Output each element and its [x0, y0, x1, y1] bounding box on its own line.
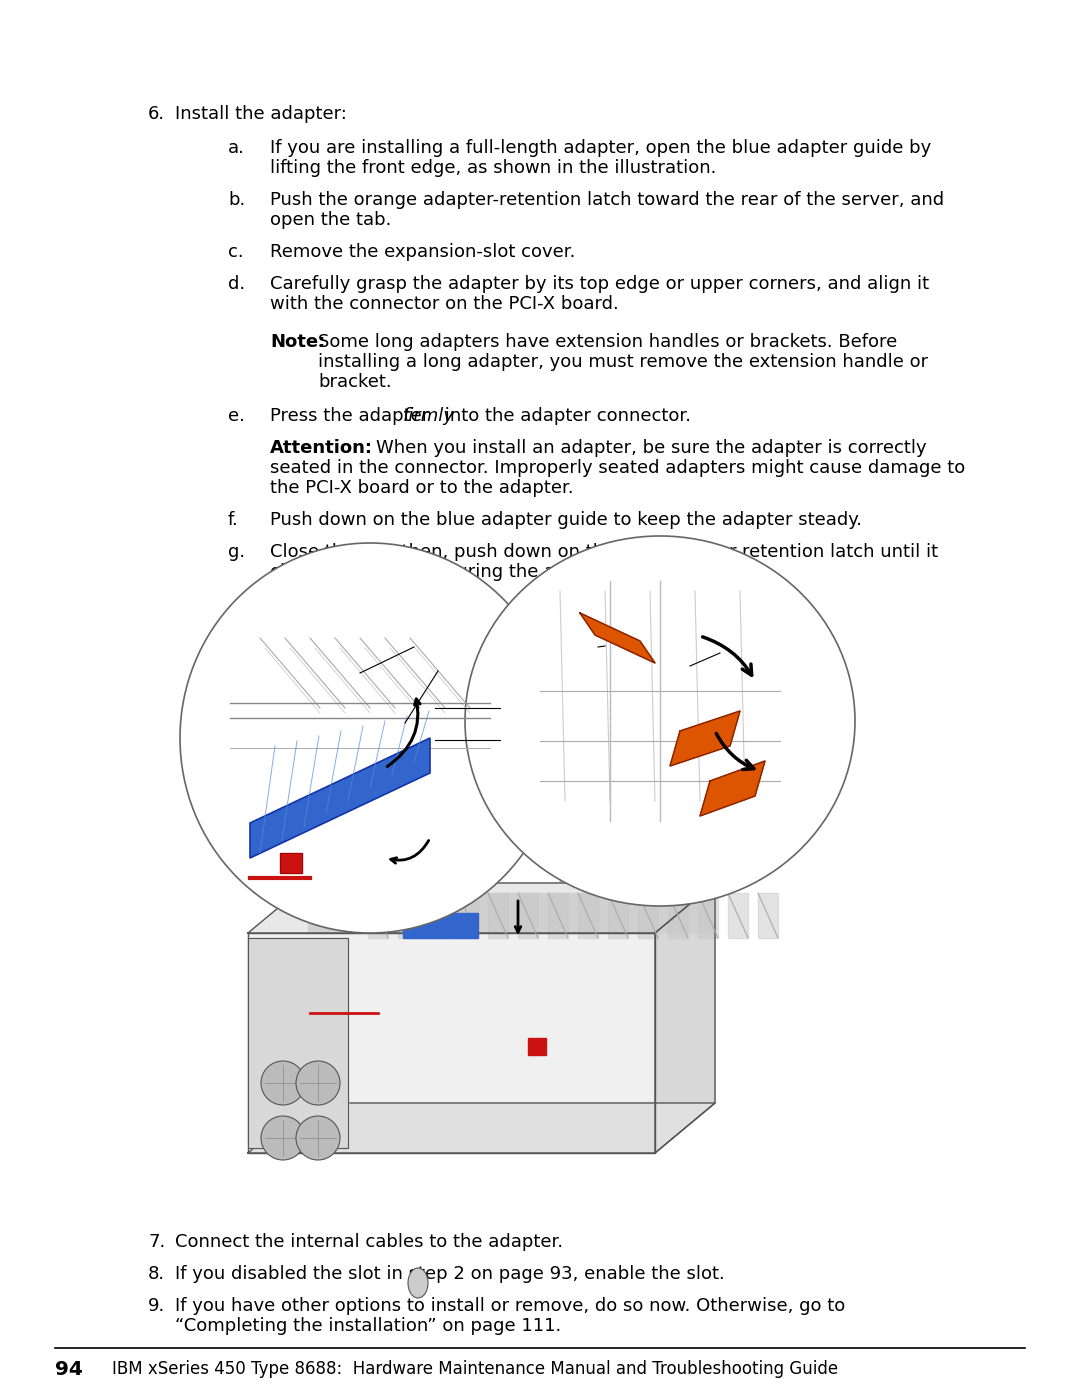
Text: Press the adapter: Press the adapter	[270, 407, 435, 425]
Polygon shape	[248, 1104, 715, 1153]
Polygon shape	[399, 893, 418, 937]
Text: Attention
LED: Attention LED	[502, 701, 576, 733]
Circle shape	[296, 1116, 340, 1160]
Text: seated in the connector. Improperly seated adapters might cause damage to: seated in the connector. Improperly seat…	[270, 460, 966, 476]
Text: open the tab.: open the tab.	[270, 211, 391, 229]
Polygon shape	[728, 893, 748, 937]
Text: Push down on the blue adapter guide to keep the adapter steady.: Push down on the blue adapter guide to k…	[270, 511, 862, 529]
Text: Power
LED: Power LED	[502, 733, 551, 766]
Polygon shape	[248, 933, 654, 1153]
Text: with the connector on the PCI-X board.: with the connector on the PCI-X board.	[270, 295, 619, 313]
Text: lifting the front edge, as shown in the illustration.: lifting the front edge, as shown in the …	[270, 159, 716, 177]
Text: f.: f.	[228, 511, 239, 529]
Text: If you have other options to install or remove, do so now. Otherwise, go to: If you have other options to install or …	[175, 1296, 846, 1315]
Text: 94: 94	[55, 1361, 83, 1379]
Polygon shape	[403, 914, 478, 937]
Text: Attention:: Attention:	[270, 439, 373, 457]
Text: 6.: 6.	[148, 105, 165, 123]
Polygon shape	[280, 854, 302, 873]
Text: When you install an adapter, be sure the adapter is correctly: When you install an adapter, be sure the…	[353, 439, 927, 457]
Text: Some long adapters have extension handles or brackets. Before: Some long adapters have extension handle…	[318, 332, 897, 351]
Polygon shape	[698, 893, 718, 937]
Ellipse shape	[465, 536, 855, 907]
Ellipse shape	[180, 543, 561, 933]
Circle shape	[261, 1060, 305, 1105]
Polygon shape	[368, 893, 388, 937]
Text: installing a long adapter, you must remove the extension handle or: installing a long adapter, you must remo…	[318, 353, 928, 372]
Circle shape	[261, 1116, 305, 1160]
Text: clicks into place, securing the adapter.: clicks into place, securing the adapter.	[270, 563, 619, 581]
Circle shape	[296, 1060, 340, 1105]
Polygon shape	[758, 893, 778, 937]
Text: Close the tab; then, push down on the blue adapter-retention latch until it: Close the tab; then, push down on the bl…	[270, 543, 939, 562]
Polygon shape	[700, 761, 765, 816]
Polygon shape	[248, 883, 715, 933]
Ellipse shape	[408, 1268, 428, 1298]
Polygon shape	[580, 613, 654, 664]
Polygon shape	[518, 893, 538, 937]
Text: g.: g.	[228, 543, 245, 562]
Polygon shape	[578, 893, 598, 937]
Text: d.: d.	[228, 275, 245, 293]
Text: e.: e.	[228, 407, 245, 425]
Polygon shape	[308, 893, 715, 933]
Text: If you are installing a full-length adapter, open the blue adapter guide by: If you are installing a full-length adap…	[270, 138, 931, 156]
Polygon shape	[528, 1038, 546, 1055]
Polygon shape	[458, 893, 478, 937]
Text: Push the orange adapter-retention latch toward the rear of the server, and: Push the orange adapter-retention latch …	[270, 191, 944, 210]
Text: Carefully grasp the adapter by its top edge or upper corners, and align it: Carefully grasp the adapter by its top e…	[270, 275, 929, 293]
Text: b.: b.	[228, 191, 245, 210]
Text: If you disabled the slot in step 2 on page 93, enable the slot.: If you disabled the slot in step 2 on pa…	[175, 1266, 725, 1282]
Text: 9.: 9.	[148, 1296, 165, 1315]
Polygon shape	[670, 711, 740, 766]
Text: IBM xSeries 450 Type 8688:  Hardware Maintenance Manual and Troubleshooting Guid: IBM xSeries 450 Type 8688: Hardware Main…	[112, 1361, 838, 1377]
Text: into the adapter connector.: into the adapter connector.	[438, 407, 691, 425]
Text: Tab: Tab	[575, 633, 603, 648]
Text: Note:: Note:	[270, 332, 325, 351]
Text: Connect the internal cables to the adapter.: Connect the internal cables to the adapt…	[175, 1234, 563, 1250]
Polygon shape	[248, 937, 348, 1148]
Polygon shape	[249, 738, 430, 858]
Polygon shape	[654, 883, 715, 1153]
Text: Adapter
retention
latch: Adapter retention latch	[710, 623, 783, 673]
Polygon shape	[548, 893, 568, 937]
Polygon shape	[608, 893, 627, 937]
Text: 7.: 7.	[148, 1234, 165, 1250]
Text: firmly: firmly	[403, 407, 455, 425]
Polygon shape	[488, 893, 508, 937]
Text: PCI-X
divider: PCI-X divider	[440, 661, 496, 693]
Text: Adapter guide: Adapter guide	[415, 633, 529, 648]
Text: “Completing the installation” on page 111.: “Completing the installation” on page 11…	[175, 1317, 562, 1336]
Text: Install the adapter:: Install the adapter:	[175, 105, 347, 123]
Text: the PCI-X board or to the adapter.: the PCI-X board or to the adapter.	[270, 479, 573, 497]
Polygon shape	[669, 893, 688, 937]
Polygon shape	[638, 893, 658, 937]
Text: a.: a.	[228, 138, 245, 156]
Polygon shape	[428, 893, 448, 937]
Text: c.: c.	[228, 243, 244, 261]
Text: bracket.: bracket.	[318, 373, 392, 391]
Text: Remove the expansion-slot cover.: Remove the expansion-slot cover.	[270, 243, 576, 261]
Text: 8.: 8.	[148, 1266, 165, 1282]
